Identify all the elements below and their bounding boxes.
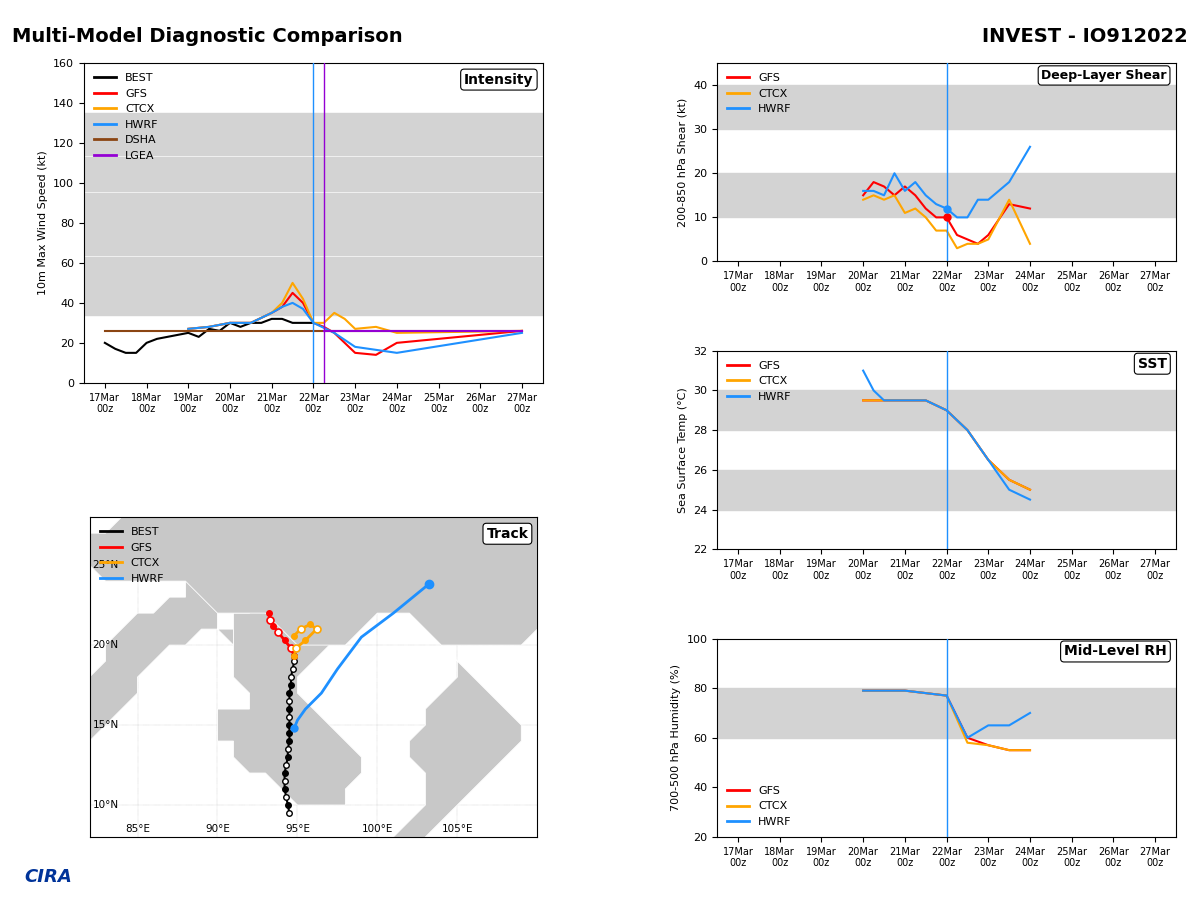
Bar xyxy=(718,391,1176,430)
Bar xyxy=(84,113,542,155)
Legend: GFS, CTCX, HWRF: GFS, CTCX, HWRF xyxy=(722,356,797,406)
Bar xyxy=(718,86,1176,130)
Bar xyxy=(718,174,1176,218)
Polygon shape xyxy=(346,613,521,869)
Text: Mid-Level RH: Mid-Level RH xyxy=(1064,644,1166,659)
Y-axis label: 10m Max Wind Speed (kt): 10m Max Wind Speed (kt) xyxy=(37,150,48,295)
Legend: BEST, GFS, CTCX, HWRF: BEST, GFS, CTCX, HWRF xyxy=(95,523,168,589)
Text: 10°N: 10°N xyxy=(92,800,119,810)
Text: 100°E: 100°E xyxy=(361,824,394,833)
Y-axis label: 200-850 hPa Shear (kt): 200-850 hPa Shear (kt) xyxy=(678,97,688,227)
Text: 15°N: 15°N xyxy=(92,720,119,730)
Bar xyxy=(718,470,1176,509)
Y-axis label: Sea Surface Temp (°C): Sea Surface Temp (°C) xyxy=(678,387,688,513)
Bar xyxy=(84,157,542,191)
Text: Track: Track xyxy=(486,526,528,541)
Y-axis label: 700-500 hPa Humidity (%): 700-500 hPa Humidity (%) xyxy=(671,664,680,811)
Text: 25°N: 25°N xyxy=(92,560,119,570)
Text: INVEST - IO912022: INVEST - IO912022 xyxy=(983,27,1188,46)
Text: CIRA: CIRA xyxy=(24,868,72,886)
Legend: BEST, GFS, CTCX, HWRF, DSHA, LGEA: BEST, GFS, CTCX, HWRF, DSHA, LGEA xyxy=(90,68,163,166)
Polygon shape xyxy=(0,533,282,837)
Text: Deep-Layer Shear: Deep-Layer Shear xyxy=(1042,69,1166,82)
Text: Multi-Model Diagnostic Comparison: Multi-Model Diagnostic Comparison xyxy=(12,27,403,46)
Polygon shape xyxy=(58,805,90,853)
Polygon shape xyxy=(90,518,538,645)
Text: 90°E: 90°E xyxy=(205,824,230,833)
Text: Intensity: Intensity xyxy=(464,73,534,86)
Bar xyxy=(718,688,1176,738)
Text: 20°N: 20°N xyxy=(92,640,119,650)
Legend: GFS, CTCX, HWRF: GFS, CTCX, HWRF xyxy=(722,68,797,119)
Text: SST: SST xyxy=(1138,356,1166,371)
Text: 105°E: 105°E xyxy=(442,824,473,833)
Polygon shape xyxy=(217,518,377,805)
Text: 95°E: 95°E xyxy=(284,824,310,833)
Bar xyxy=(84,256,542,315)
Bar xyxy=(84,193,542,255)
Text: 85°E: 85°E xyxy=(125,824,150,833)
Legend: GFS, CTCX, HWRF: GFS, CTCX, HWRF xyxy=(722,781,797,832)
